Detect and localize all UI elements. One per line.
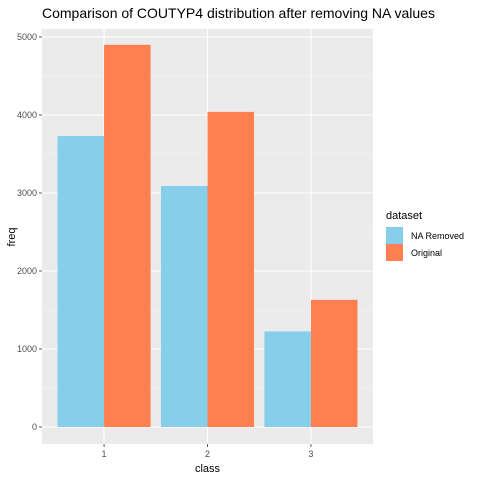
y-tick-label: 3000 — [17, 188, 37, 198]
y-tick-label: 4000 — [17, 110, 37, 120]
legend: dataset NA Removed Original — [386, 210, 464, 261]
legend-label: Original — [411, 248, 442, 258]
legend-label: NA Removed — [411, 231, 464, 241]
bars — [57, 44, 358, 428]
legend-key-na-removed — [386, 227, 403, 244]
x-tick-label: 3 — [308, 449, 313, 459]
y-axis-title: freq — [6, 228, 18, 247]
bar-original-1 — [104, 44, 151, 428]
bar-na-removed-3 — [264, 331, 311, 427]
x-axis-title: class — [195, 463, 221, 475]
bar-na-removed-2 — [160, 185, 208, 427]
x-tick-label: 1 — [102, 449, 107, 459]
bar-original-2 — [207, 111, 255, 427]
y-tick-label: 5000 — [17, 32, 37, 42]
legend-key-original — [386, 244, 403, 261]
bar-original-3 — [310, 299, 358, 427]
x-axis: 1 2 3 — [102, 444, 313, 459]
y-axis: 0 1000 2000 3000 4000 5000 — [17, 32, 42, 432]
y-tick-label: 0 — [32, 422, 37, 432]
y-tick-label: 2000 — [17, 266, 37, 276]
bar-na-removed-1 — [57, 136, 105, 427]
legend-title: dataset — [386, 210, 422, 222]
x-tick-label: 2 — [205, 449, 210, 459]
chart-title: Comparison of COUTYP4 distribution after… — [42, 5, 435, 21]
legend-items: NA Removed Original — [386, 227, 464, 261]
y-tick-label: 1000 — [17, 344, 37, 354]
